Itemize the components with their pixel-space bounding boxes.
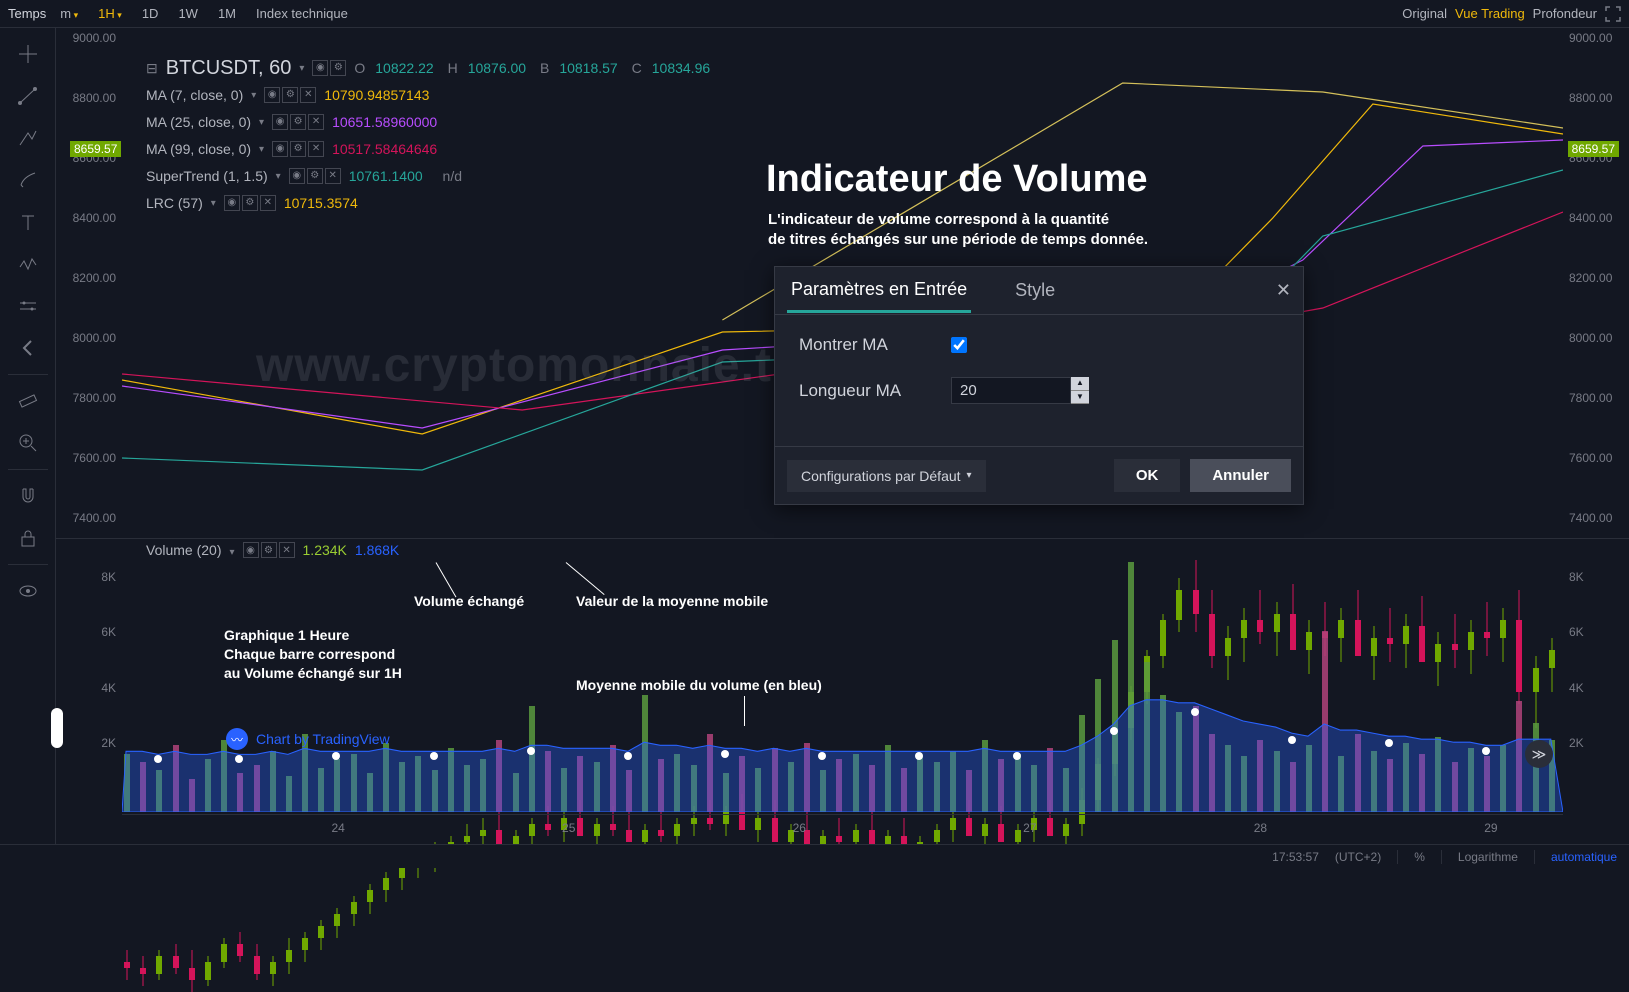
y-axis-right: 9000.008800.008600.008400.008200.008000.…: [1563, 28, 1629, 538]
time-label: Temps: [8, 6, 46, 21]
magnet-tool[interactable]: [4, 476, 52, 516]
eye-tool[interactable]: [4, 571, 52, 611]
price-badge-right: 8659.57: [1568, 141, 1619, 157]
tf-m[interactable]: m: [54, 4, 84, 23]
scroll-to-end[interactable]: ≫: [1525, 740, 1553, 768]
ok-button[interactable]: OK: [1114, 459, 1181, 492]
indicators-button[interactable]: Index technique: [250, 4, 354, 23]
chart-legend: ⊟ BTCUSDT, 60 ◉⚙ O10822.22 H10876.00 B10…: [146, 54, 720, 216]
overlay-subtitle: L'indicateur de volume correspond à la q…: [768, 210, 1148, 250]
indicator-settings-dialog: Paramètres en Entrée Style ✕ Montrer MA …: [774, 266, 1304, 505]
ma25-menu[interactable]: [259, 108, 264, 135]
show-ma-checkbox[interactable]: [951, 337, 967, 353]
status-bar: 17:53:57 (UTC+2) % Logarithme automatiqu…: [0, 844, 1629, 868]
lrc-label: LRC (57): [146, 191, 203, 215]
supertrend-label: SuperTrend (1, 1.5): [146, 164, 268, 188]
fib-tool[interactable]: [4, 118, 52, 158]
show-ma-label: Montrer MA: [799, 335, 929, 355]
tradingview-logo-icon: 〰: [226, 728, 248, 750]
volume-menu[interactable]: [229, 542, 234, 558]
ma99-menu[interactable]: [259, 135, 264, 162]
back-arrow-tool[interactable]: [4, 328, 52, 368]
close-icon[interactable]: ✕: [1276, 280, 1291, 301]
view-original[interactable]: Original: [1402, 6, 1447, 21]
tab-style[interactable]: Style: [1011, 270, 1059, 311]
trendline-tool[interactable]: [4, 76, 52, 116]
tradingview-credit[interactable]: 〰 Chart by TradingView: [226, 728, 390, 750]
tab-inputs[interactable]: Paramètres en Entrée: [787, 269, 971, 313]
tf-1h[interactable]: 1H: [92, 4, 128, 23]
anno-vol-exchange: Volume échangé: [414, 592, 524, 611]
prediction-tool[interactable]: [4, 286, 52, 326]
ruler-tool[interactable]: [4, 381, 52, 421]
gear-icon[interactable]: ⚙: [330, 60, 346, 76]
spin-down[interactable]: ▼: [1071, 391, 1089, 405]
lrc-menu[interactable]: [211, 189, 216, 216]
left-toolbar: [0, 28, 56, 844]
volume-legend: Volume (20) ◉⚙✕ 1.234K 1.868K: [146, 542, 399, 558]
lock-tool[interactable]: [4, 518, 52, 558]
symbol-menu[interactable]: [299, 54, 304, 81]
overlay-title: Indicateur de Volume: [766, 158, 1147, 201]
view-depth[interactable]: Profondeur: [1533, 6, 1597, 21]
length-ma-input[interactable]: [951, 377, 1071, 404]
view-trading[interactable]: Vue Trading: [1455, 6, 1525, 21]
status-time: 17:53:57: [1272, 850, 1319, 864]
volume-value-1: 1.234K: [303, 542, 347, 558]
anno-g1: Graphique 1 Heure Chaque barre correspon…: [224, 626, 402, 683]
crosshair-tool[interactable]: [4, 34, 52, 74]
y-axis-left: 9000.008800.008600.008400.008200.008000.…: [56, 28, 122, 538]
anno-mm: Moyenne mobile du volume (en bleu): [576, 676, 822, 695]
ma7-label: MA (7, close, 0): [146, 83, 243, 107]
defaults-dropdown[interactable]: Configurations par Défaut: [787, 460, 986, 492]
ma7-menu[interactable]: [251, 81, 256, 108]
eye-icon[interactable]: ◉: [312, 60, 328, 76]
ma99-label: MA (99, close, 0): [146, 137, 251, 161]
tf-1d[interactable]: 1D: [136, 4, 165, 23]
cancel-button[interactable]: Annuler: [1190, 459, 1291, 492]
volume-value-2: 1.868K: [355, 542, 399, 558]
symbol-name[interactable]: BTCUSDT: [166, 57, 258, 79]
symbol-interval: 60: [269, 57, 291, 79]
spin-up[interactable]: ▲: [1071, 377, 1089, 391]
volume-indicator-label: Volume (20): [146, 542, 221, 558]
text-tool[interactable]: [4, 202, 52, 242]
tf-1w[interactable]: 1W: [172, 4, 204, 23]
ma25-label: MA (25, close, 0): [146, 110, 251, 134]
brush-tool[interactable]: [4, 160, 52, 200]
status-pct[interactable]: %: [1414, 850, 1425, 864]
zoom-tool[interactable]: [4, 423, 52, 463]
st-menu[interactable]: [276, 162, 281, 189]
anno-vma-label: Valeur de la moyenne mobile: [576, 592, 768, 611]
status-log[interactable]: Logarithme: [1458, 850, 1518, 864]
fullscreen-icon[interactable]: [1605, 6, 1621, 22]
status-tz: (UTC+2): [1335, 850, 1381, 864]
top-bar: Temps m 1H 1D 1W 1M Index technique Orig…: [0, 0, 1629, 28]
volume-chart[interactable]: 8K6K4K2K 8K6K4K2K 242526272829: [56, 538, 1629, 844]
status-auto[interactable]: automatique: [1551, 850, 1617, 864]
pattern-tool[interactable]: [4, 244, 52, 284]
price-badge-left: 8659.57: [70, 141, 121, 157]
tf-1m[interactable]: 1M: [212, 4, 242, 23]
x-axis[interactable]: 242526272829: [122, 814, 1563, 844]
length-ma-label: Longueur MA: [799, 381, 929, 401]
